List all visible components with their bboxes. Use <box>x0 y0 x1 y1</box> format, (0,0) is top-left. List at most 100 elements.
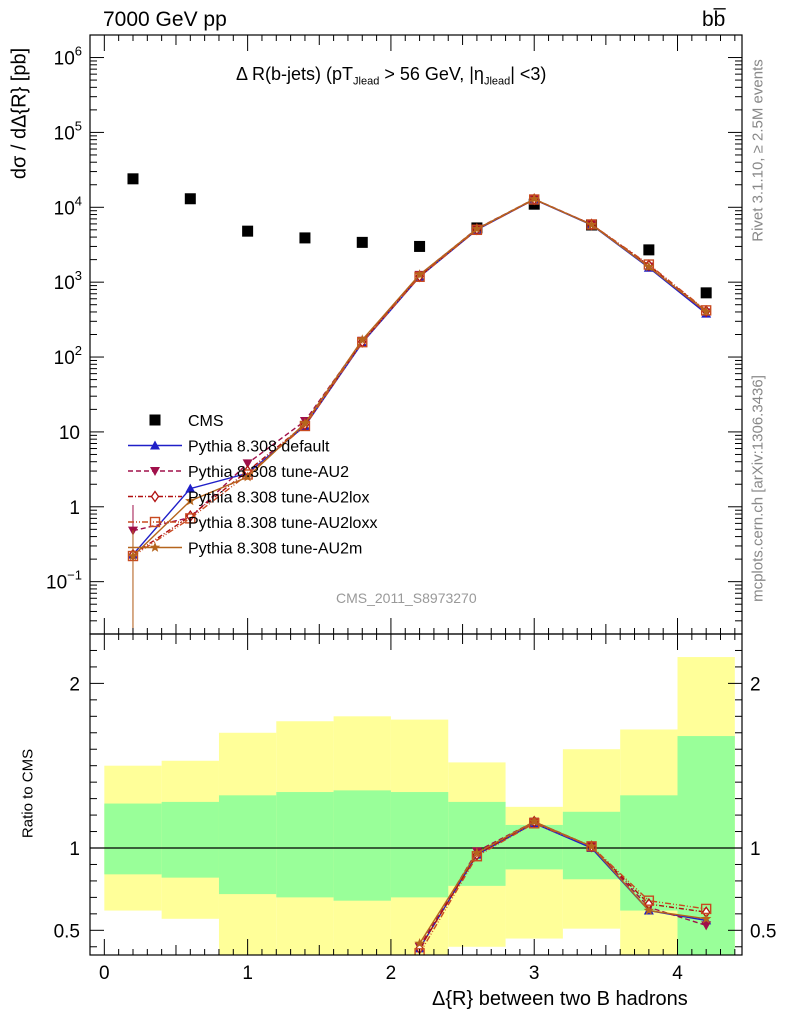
point-2-2 <box>242 459 253 469</box>
point-0-1 <box>184 193 196 205</box>
point-5-1 <box>185 495 196 506</box>
rtick-label-right-0: 0.5 <box>750 921 776 942</box>
legend-marker-1 <box>150 440 160 450</box>
legend-marker-3 <box>150 490 160 503</box>
ratio-line-4 <box>419 820 707 944</box>
ytick-base: 10 <box>54 49 75 70</box>
legend-label-3: Pythia 8.308 tune-AU2lox <box>188 490 369 507</box>
ytick-base: 10 <box>54 198 75 219</box>
point-0-3 <box>299 232 311 244</box>
ytick-exp: 3 <box>75 268 82 283</box>
main-ylabel: dσ / dΔ{R} [pb] <box>8 47 31 180</box>
point-0-0 <box>127 173 139 185</box>
energy-label: 7000 GeV pp <box>103 8 227 31</box>
point-5-9 <box>643 261 655 272</box>
xtick-label-3: 3 <box>529 963 540 984</box>
ratio-point-4-1 <box>471 847 483 858</box>
legend-entry-0: CMS <box>149 413 224 430</box>
ratio-point-4-5 <box>700 913 712 924</box>
ytick-label-4: 103 <box>54 268 82 294</box>
ratio-bands <box>104 657 735 955</box>
main-title: Δ R(b-jets) (pTJlead > 56 GeV, |ηJlead| … <box>236 64 546 88</box>
ratio-ylabel: Ratio to CMS <box>19 748 37 839</box>
band-inner-0 <box>104 803 162 875</box>
band-inner-2 <box>218 795 277 895</box>
ratio-point-4-4 <box>643 905 655 915</box>
band-inner-4 <box>333 790 391 901</box>
ratio-point-3-0 <box>414 948 425 955</box>
title-part-a: Δ R(b-jets) (pT <box>236 64 354 84</box>
rivet-label: Rivet 3.1.10, ≥ 2.5M events <box>749 59 767 242</box>
legend-entry-3: Pythia 8.308 tune-AU2lox <box>128 490 369 507</box>
ratio-panel: 0.5 0.5 1 1 2 2 <box>54 633 776 956</box>
main-series <box>127 173 712 634</box>
ratio-point-4-3 <box>586 840 597 851</box>
rtick-label-left-0: 0.5 <box>54 921 80 942</box>
ytick-exp: 6 <box>75 44 82 59</box>
point-5-6 <box>471 223 483 234</box>
ytick-base: 10 <box>46 573 67 594</box>
mcplots-label: mcplots.cern.ch [arXiv:1306.3436] <box>749 375 767 602</box>
series-line-4 <box>132 198 707 557</box>
ytick-label-3: 102 <box>54 343 82 369</box>
ytick-exp: 2 <box>75 343 82 358</box>
legend-marker-0 <box>149 414 161 426</box>
ytick-base: 10 <box>54 348 75 369</box>
legend-label-1: Pythia 8.308 default <box>188 439 330 456</box>
xtick-label-4: 4 <box>672 963 683 984</box>
rtick-label-right-1: 1 <box>750 839 761 860</box>
legend-entry-4: Pythia 8.308 tune-AU2loxx <box>128 515 377 532</box>
xtick-label-2: 2 <box>386 963 397 984</box>
ratio-series-4 <box>414 816 712 948</box>
ratio-point-3-4 <box>643 895 655 906</box>
ratio-frame <box>89 633 743 956</box>
rtick-label-left-2: 2 <box>69 674 80 695</box>
title-sub-a: Jlead <box>353 75 380 88</box>
legend-label-0: CMS <box>188 413 224 430</box>
point-0-2 <box>242 225 254 237</box>
point-0-9 <box>643 244 655 256</box>
rtick-label-left-1: 1 <box>69 839 80 860</box>
point-0-5 <box>414 240 426 252</box>
point-1-1 <box>185 483 196 493</box>
legend-label-2: Pythia 8.308 tune-AU2 <box>188 464 349 481</box>
rtick-label-right-2: 2 <box>750 674 761 695</box>
ytick-label-1: 1 <box>69 498 80 519</box>
ytick-base: 10 <box>54 123 75 144</box>
point-5-4 <box>357 334 368 345</box>
x-ticks: 0 1 2 3 4 <box>99 35 736 984</box>
point-5-3 <box>299 417 311 428</box>
point-5-5 <box>414 269 425 280</box>
ratio-y-ticks: 0.5 0.5 1 1 2 2 <box>54 633 776 948</box>
ytick-base: 10 <box>54 273 75 294</box>
legend-entry-2: Pythia 8.308 tune-AU2 <box>128 464 349 481</box>
ratio-series <box>414 815 712 955</box>
point-0-4 <box>356 236 368 248</box>
point-5-0 <box>127 550 139 561</box>
legend-label-5: Pythia 8.308 tune-AU2m <box>188 541 362 558</box>
ytick-label-6: 105 <box>54 118 82 144</box>
legend-marker-2 <box>150 467 160 476</box>
analysis-tag: CMS_2011_S8973270 <box>336 590 477 606</box>
title-sub-b: Jlead <box>483 75 511 88</box>
ytick-label-2: 10 <box>59 423 80 444</box>
legend-label-4: Pythia 8.308 tune-AU2loxx <box>188 515 377 532</box>
legend-marker-4 <box>149 516 161 528</box>
point-0-10 <box>700 287 712 299</box>
series-5 <box>127 193 712 634</box>
xtick-label-1: 1 <box>242 963 253 984</box>
band-inner-5 <box>390 792 449 898</box>
point-5-10 <box>700 306 712 316</box>
ytick-label-5: 104 <box>54 193 82 219</box>
legend: CMS Pythia 8.308 default Pythia 8.308 tune… <box>128 413 377 558</box>
ytick-exp: 4 <box>75 193 82 208</box>
ytick-exp: 5 <box>75 118 82 133</box>
point-5-7 <box>529 193 540 204</box>
ratio-point-4-0 <box>414 938 425 948</box>
x-axis-label: Δ{R} between two B hadrons <box>432 988 688 1010</box>
legend-entry-1: Pythia 8.308 default <box>128 439 330 456</box>
title-part-c: | <3) <box>510 64 547 84</box>
